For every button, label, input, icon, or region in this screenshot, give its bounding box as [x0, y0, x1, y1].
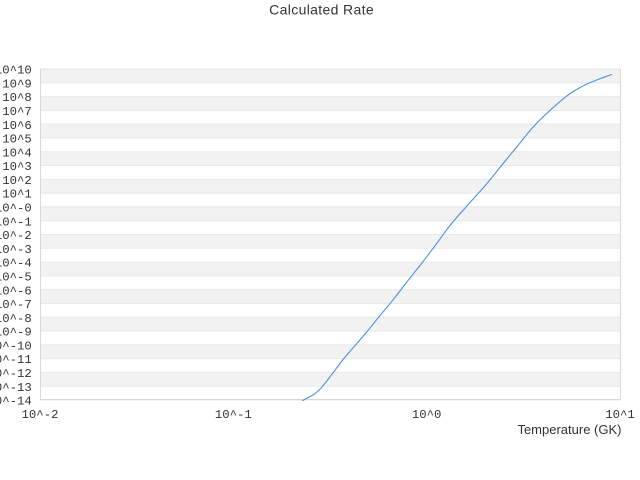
svg-text:10^-13: 10^-13	[0, 381, 32, 395]
svg-text:10^1: 10^1	[2, 188, 32, 202]
svg-text:10^-6: 10^-6	[0, 284, 32, 298]
svg-text:10^7: 10^7	[2, 105, 32, 119]
svg-text:Temperature (GK): Temperature (GK)	[517, 422, 621, 437]
svg-text:10^4: 10^4	[2, 146, 32, 160]
svg-text:10^-7: 10^-7	[0, 298, 32, 312]
svg-text:10^-0: 10^-0	[0, 202, 32, 216]
svg-text:10^-2: 10^-2	[0, 229, 32, 243]
svg-text:10^-2: 10^-2	[22, 408, 59, 422]
svg-text:10^-11: 10^-11	[0, 353, 32, 367]
svg-text:10^6: 10^6	[2, 119, 32, 133]
svg-text:10^-12: 10^-12	[0, 367, 32, 381]
svg-text:10^10: 10^10	[0, 64, 32, 78]
svg-text:10^5: 10^5	[2, 133, 32, 147]
svg-text:10^-1: 10^-1	[0, 215, 32, 229]
svg-text:10^-10: 10^-10	[0, 339, 32, 353]
svg-text:10^8: 10^8	[2, 91, 32, 105]
svg-text:10^-5: 10^-5	[0, 270, 32, 284]
svg-text:10^-1: 10^-1	[215, 408, 252, 422]
svg-text:10^3: 10^3	[2, 160, 32, 174]
svg-text:10^-4: 10^-4	[0, 257, 32, 271]
svg-text:10^1: 10^1	[605, 408, 635, 422]
svg-text:10^9: 10^9	[2, 77, 32, 91]
svg-text:10^-8: 10^-8	[0, 312, 32, 326]
svg-text:10^-14: 10^-14	[0, 395, 32, 409]
svg-text:10^-9: 10^-9	[0, 326, 32, 340]
svg-text:Calculated Rate: Calculated Rate	[269, 2, 374, 18]
svg-text:10^-3: 10^-3	[0, 243, 32, 257]
svg-text:10^0: 10^0	[412, 408, 442, 422]
svg-text:10^2: 10^2	[2, 174, 32, 188]
